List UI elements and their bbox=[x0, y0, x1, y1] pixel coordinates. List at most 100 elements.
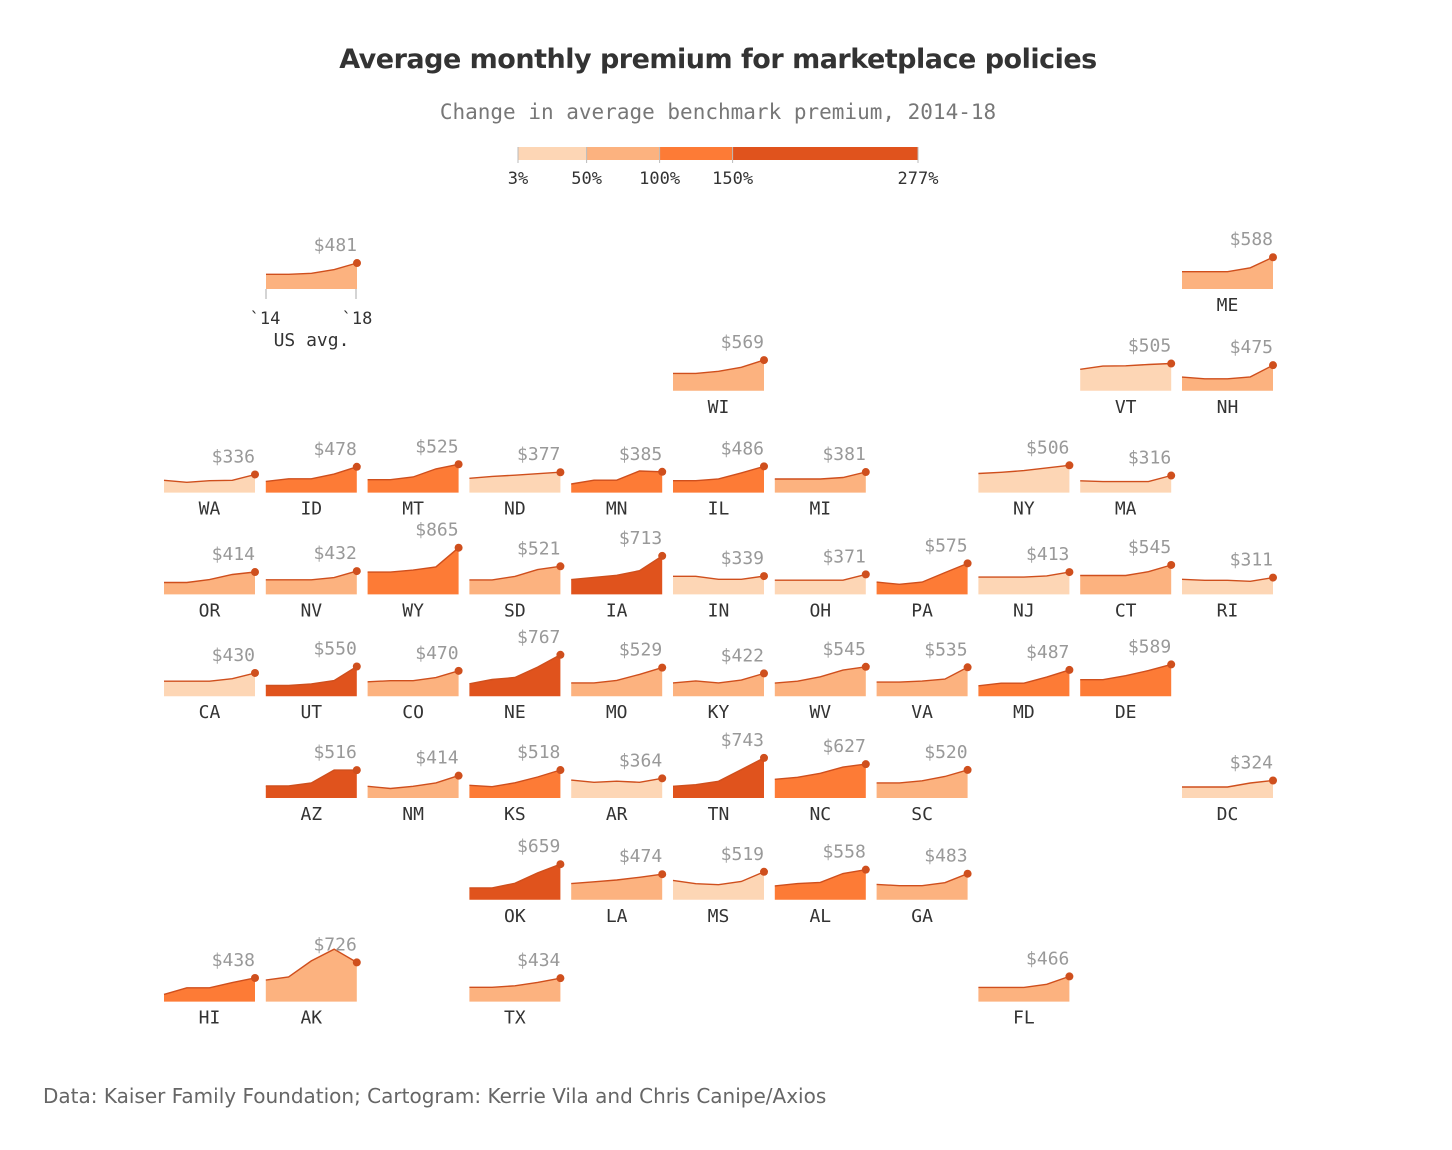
state-tile-nv-code: NV bbox=[300, 600, 322, 621]
state-tile-fl-line bbox=[978, 975, 1070, 989]
state-tile-hi-value-label: $438 bbox=[212, 950, 255, 971]
state-tile-ca-line bbox=[164, 672, 256, 682]
state-tile-ne: $767 NE bbox=[469, 627, 565, 723]
state-tile-nc-value-label: $627 bbox=[822, 736, 865, 757]
state-tile-ky-value-label: $422 bbox=[721, 645, 764, 666]
state-tile-md-line bbox=[978, 669, 1070, 687]
state-tile-ok: $659 OK bbox=[469, 836, 565, 927]
state-tile-ks-line bbox=[469, 769, 561, 788]
state-tile-me-area bbox=[1182, 257, 1273, 289]
state-tile-mi-code: MI bbox=[809, 499, 831, 520]
state-tile-wi-end-dot bbox=[760, 356, 768, 365]
state-tile-pa-value-label: $575 bbox=[924, 535, 967, 556]
state-tile-md: $487 MD bbox=[978, 642, 1074, 723]
state-tile-nj-area bbox=[978, 572, 1070, 595]
state-tile-wy-line bbox=[367, 547, 460, 573]
state-tile-wv-line bbox=[774, 666, 866, 684]
state-tile-or: $414 OR bbox=[164, 544, 259, 621]
state-tile-mt-value-label: $525 bbox=[415, 436, 458, 457]
state-tile-nv: $432 NV bbox=[265, 543, 361, 621]
us-avg-end-dot bbox=[353, 259, 361, 268]
state-tile-md-end-dot bbox=[1065, 665, 1074, 674]
source-note: Data: Kaiser Family Foundation; Cartogra… bbox=[43, 1084, 827, 1108]
state-tile-co-value-label: $470 bbox=[415, 643, 458, 664]
state-tile-tx-end-dot bbox=[556, 974, 565, 983]
state-tile-ct-end-dot bbox=[1167, 560, 1176, 569]
state-tile-ks-value-label: $518 bbox=[517, 742, 560, 763]
legend-label: 100% bbox=[639, 169, 680, 189]
state-tile-ri-end-dot bbox=[1269, 573, 1277, 582]
state-tile-tn-line bbox=[672, 757, 765, 787]
state-tile-ak-line bbox=[265, 948, 358, 981]
state-tile-tn-end-dot bbox=[760, 753, 768, 762]
state-tile-tn-code: TN bbox=[708, 804, 730, 825]
state-tile-or-code: OR bbox=[199, 600, 221, 621]
state-tile-or-end-dot bbox=[251, 568, 259, 577]
state-tile-nc-line bbox=[774, 763, 866, 780]
state-tile-ri-code: RI bbox=[1217, 600, 1239, 621]
state-tile-sc-code: SC bbox=[911, 804, 933, 825]
state-tile-il-end-dot bbox=[760, 462, 768, 471]
legend-swatch bbox=[659, 147, 733, 160]
us-avg-value-label: $481 bbox=[314, 235, 357, 256]
state-tile-vt-area bbox=[1080, 363, 1172, 391]
state-tile-ut-line bbox=[265, 665, 358, 687]
state-tile-in-code: IN bbox=[708, 600, 730, 621]
state-tile-ks-end-dot bbox=[556, 766, 565, 775]
state-tile-ca-end-dot bbox=[251, 668, 259, 677]
state-tile-mo-value-label: $529 bbox=[619, 640, 662, 661]
state-tile-sd-area bbox=[469, 566, 561, 595]
state-tile-pa-area bbox=[876, 563, 968, 595]
state-tile-ms-code: MS bbox=[708, 906, 730, 927]
state-tile-ny-end-dot bbox=[1065, 461, 1074, 470]
state-tile-ky: $422 KY bbox=[672, 645, 768, 723]
state-tile-vt-line bbox=[1080, 362, 1172, 370]
state-tile-tx: $434 TX bbox=[469, 950, 565, 1029]
state-tile-de-code: DE bbox=[1115, 702, 1137, 723]
state-tile-nv-value-label: $432 bbox=[313, 543, 356, 564]
state-tile-sd-end-dot bbox=[556, 562, 565, 571]
state-tile-sd: $521 SD bbox=[469, 538, 565, 621]
state-tile-ca: $430 CA bbox=[164, 645, 259, 723]
state-tile-dc-value-label: $324 bbox=[1230, 753, 1273, 774]
state-tile-ne-value-label: $767 bbox=[517, 627, 560, 648]
state-tile-nh-line bbox=[1181, 364, 1274, 380]
state-tile-al: $558 AL bbox=[774, 842, 870, 927]
state-tile-ms: $519 MS bbox=[672, 844, 768, 927]
state-tile-pa-code: PA bbox=[911, 600, 933, 621]
state-tile-de-area bbox=[1080, 664, 1172, 697]
state-tile-id-line bbox=[265, 466, 358, 483]
state-tile-wi-value-label: $569 bbox=[721, 332, 764, 353]
state-tile-me-code: ME bbox=[1217, 295, 1239, 316]
state-tile-nh-end-dot bbox=[1269, 361, 1277, 370]
state-tile-ny-area bbox=[978, 465, 1070, 493]
state-tile-ak-value-label: $726 bbox=[313, 934, 356, 955]
state-tile-fl-end-dot bbox=[1065, 972, 1074, 981]
state-tile-tn-value-label: $743 bbox=[721, 730, 764, 751]
state-tile-va: $535 VA bbox=[876, 639, 972, 723]
state-tile-nm-line bbox=[367, 774, 459, 790]
state-tile-nj-line bbox=[978, 571, 1070, 578]
state-tile-ok-value-label: $659 bbox=[517, 836, 560, 857]
state-tile-id-area bbox=[265, 466, 357, 493]
state-tile-ga-end-dot bbox=[963, 869, 972, 878]
state-tile-ca-code: CA bbox=[199, 702, 221, 723]
state-tile-ma-line bbox=[1080, 474, 1172, 483]
state-tile-ct-value-label: $545 bbox=[1128, 537, 1171, 558]
state-tile-wa-line bbox=[163, 473, 256, 484]
state-tile-nd-line bbox=[469, 471, 561, 479]
state-tile-co: $470 CO bbox=[367, 643, 463, 723]
state-tile-ks-code: KS bbox=[504, 804, 526, 825]
state-tile-al-value-label: $558 bbox=[822, 842, 865, 863]
state-tile-de: $589 DE bbox=[1080, 636, 1176, 723]
state-tile-wi-line bbox=[673, 359, 765, 375]
state-tile-nj-code: NJ bbox=[1013, 600, 1035, 621]
state-tile-ak-area bbox=[265, 949, 357, 1002]
state-tile-dc-end-dot bbox=[1269, 776, 1277, 785]
state-tile-vt-value-label: $505 bbox=[1128, 336, 1171, 357]
state-tile-in-value-label: $339 bbox=[721, 548, 764, 569]
state-tile-hi-line bbox=[163, 977, 256, 996]
state-tile-va-code: VA bbox=[911, 702, 933, 723]
state-tile-co-end-dot bbox=[454, 666, 463, 675]
